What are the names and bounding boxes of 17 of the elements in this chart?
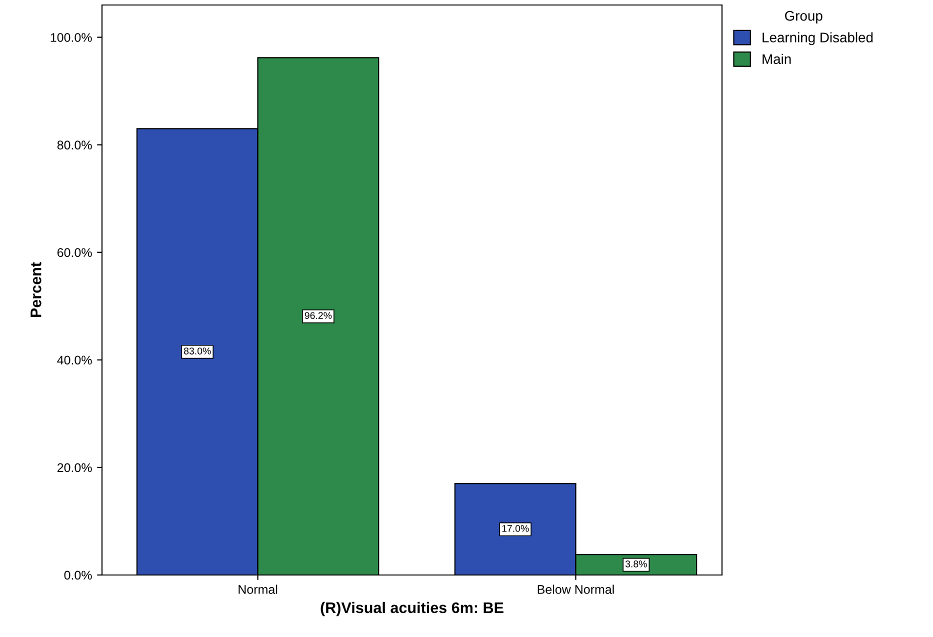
data-label: 3.8% [625,560,647,568]
legend-label: Main [762,54,791,64]
y-axis-title: Percent [30,262,42,317]
x-tick-label: Normal [238,584,278,594]
y-tick-label: 80.0% [57,140,92,150]
data-label: 17.0% [502,525,529,532]
y-tick-label: 100.0% [50,33,92,42]
y-tick-label: 0.0% [64,570,92,580]
x-tick-label: Below Normal [538,584,614,594]
legend-label: Learning Disabled [762,32,873,46]
data-label: 83.0% [184,348,211,354]
y-tick-label: 20.0% [57,463,92,472]
y-tick-label: 60.0% [57,248,92,258]
x-axis-title: (R)Visual acuities 6m: BE [320,602,504,616]
y-tick-label: 40.0% [57,356,92,365]
data-label: 96.2% [304,312,332,319]
legend-title: Group [785,10,822,24]
